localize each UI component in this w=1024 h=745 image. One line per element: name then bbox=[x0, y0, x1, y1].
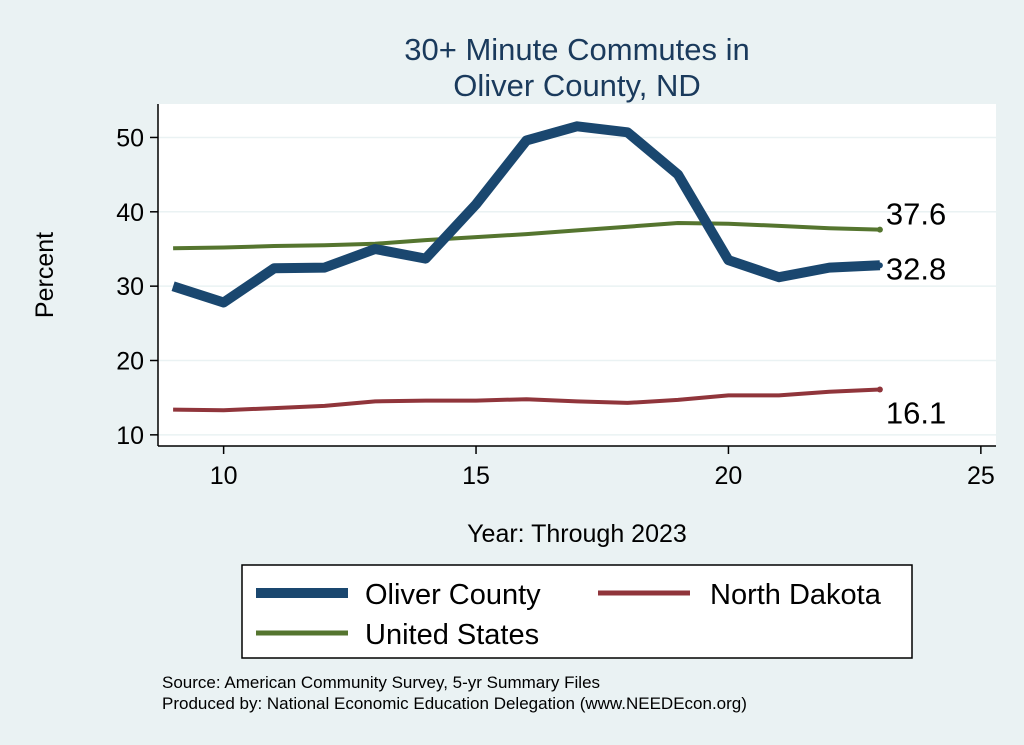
y-tick-label-10: 10 bbox=[116, 422, 144, 450]
chart-title-line-2: Oliver County, ND bbox=[453, 68, 701, 103]
legend-label-north-dakota: North Dakota bbox=[710, 579, 882, 611]
series-layer bbox=[171, 121, 883, 413]
source-note: Source: American Community Survey, 5-yr … bbox=[162, 673, 600, 692]
x-tick-label-20: 20 bbox=[715, 462, 743, 490]
y-tick-label-20: 20 bbox=[116, 348, 144, 376]
legend-label-oliver-county: Oliver County bbox=[365, 579, 541, 611]
series-end-marker-united-states bbox=[876, 226, 883, 233]
series-end-marker-north-dakota bbox=[876, 386, 883, 393]
y-tick-label-30: 30 bbox=[116, 273, 144, 301]
y-tick-label-50: 50 bbox=[116, 124, 144, 152]
end-label-oliver-county: 32.8 bbox=[886, 251, 946, 286]
chart-title-line-1: 30+ Minute Commutes in bbox=[404, 32, 749, 67]
axis-layer: 10 20 30 40 50 10 15 20 25 bbox=[116, 104, 996, 490]
series-line-north-dakota bbox=[173, 387, 880, 413]
x-tick-label-15: 15 bbox=[462, 462, 490, 490]
x-tick-label-25: 25 bbox=[967, 462, 995, 490]
end-label-north-dakota: 16.1 bbox=[886, 395, 946, 430]
legend: Oliver County North Dakota United States bbox=[241, 564, 913, 659]
legend-box bbox=[241, 564, 913, 659]
x-axis-title: Year: Through 2023 bbox=[467, 520, 687, 548]
series-line-united-states bbox=[173, 221, 880, 251]
series-line-oliver-county bbox=[171, 121, 881, 308]
produced-by-note: Produced by: National Economic Education… bbox=[162, 694, 747, 713]
y-tick-label-40: 40 bbox=[116, 199, 144, 227]
plot-area bbox=[158, 104, 996, 446]
series-end-marker-oliver-county bbox=[876, 262, 883, 269]
y-axis-title: Percent bbox=[31, 232, 59, 318]
legend-label-united-states: United States bbox=[365, 619, 539, 651]
label-layer: 32.8 16.1 37.6 bbox=[886, 197, 946, 431]
end-label-united-states: 37.6 bbox=[886, 197, 946, 232]
grid-layer bbox=[158, 136, 996, 436]
x-tick-label-10: 10 bbox=[210, 462, 238, 490]
